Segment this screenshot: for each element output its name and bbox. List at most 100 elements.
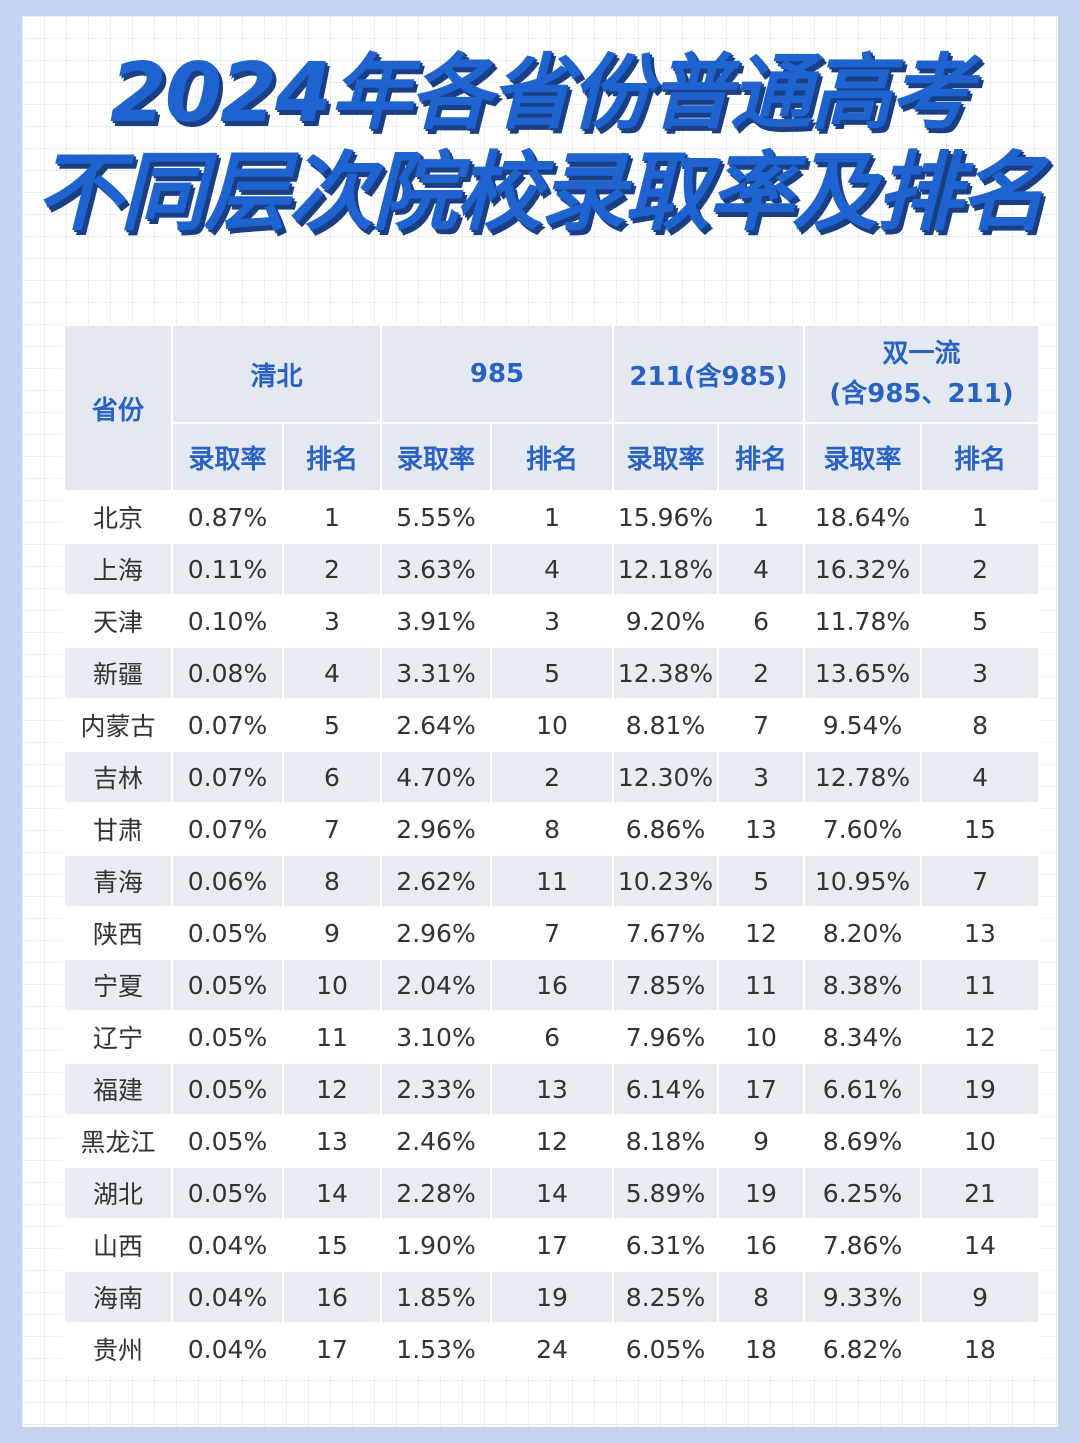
r985-rate-cell: 2.33% bbox=[380, 1062, 493, 1116]
qb-rate-cell: 0.04% bbox=[171, 1270, 284, 1324]
header-985-rank: 排名 bbox=[490, 422, 615, 492]
r985-rate-cell: 1.90% bbox=[380, 1218, 493, 1272]
r985-rank-cell: 11 bbox=[490, 854, 615, 908]
province-cell: 甘肃 bbox=[63, 802, 173, 856]
r985-rate-cell: 3.31% bbox=[380, 646, 493, 700]
r211-rate-cell: 7.96% bbox=[612, 1010, 720, 1064]
table-row: 吉林 0.07% 6 4.70% 2 12.30% 3 12.78% 4 bbox=[63, 750, 1041, 804]
r211-rate-cell: 6.05% bbox=[612, 1322, 720, 1376]
qb-rank-cell: 17 bbox=[281, 1322, 383, 1376]
r211-rank-cell: 13 bbox=[717, 802, 806, 856]
r211-rank-cell: 18 bbox=[717, 1322, 806, 1376]
table-row: 上海 0.11% 2 3.63% 4 12.18% 4 16.32% 2 bbox=[63, 542, 1041, 596]
r211-rank-cell: 2 bbox=[717, 646, 806, 700]
table-row: 湖北 0.05% 14 2.28% 14 5.89% 19 6.25% 21 bbox=[63, 1166, 1041, 1220]
header-985-rate: 录取率 bbox=[380, 422, 493, 492]
syl-rank-cell: 19 bbox=[920, 1062, 1041, 1116]
qb-rate-cell: 0.10% bbox=[171, 594, 284, 648]
syl-rank-cell: 15 bbox=[920, 802, 1041, 856]
r985-rank-cell: 5 bbox=[490, 646, 615, 700]
province-cell: 上海 bbox=[63, 542, 173, 596]
r985-rate-cell: 2.46% bbox=[380, 1114, 493, 1168]
header-211-rate: 录取率 bbox=[612, 422, 720, 492]
syl-rank-cell: 13 bbox=[920, 906, 1041, 960]
syl-rank-cell: 9 bbox=[920, 1270, 1041, 1324]
province-cell: 新疆 bbox=[63, 646, 173, 700]
province-cell: 陕西 bbox=[63, 906, 173, 960]
r985-rank-cell: 13 bbox=[490, 1062, 615, 1116]
table-row: 贵州 0.04% 17 1.53% 24 6.05% 18 6.82% 18 bbox=[63, 1322, 1041, 1376]
r211-rank-cell: 6 bbox=[717, 594, 806, 648]
syl-rate-cell: 8.34% bbox=[803, 1010, 923, 1064]
qb-rate-cell: 0.04% bbox=[171, 1322, 284, 1376]
province-cell: 湖北 bbox=[63, 1166, 173, 1220]
r985-rank-cell: 24 bbox=[490, 1322, 615, 1376]
syl-rank-cell: 18 bbox=[920, 1322, 1041, 1376]
province-cell: 贵州 bbox=[63, 1322, 173, 1376]
qb-rate-cell: 0.07% bbox=[171, 750, 284, 804]
r985-rate-cell: 2.04% bbox=[380, 958, 493, 1012]
r211-rank-cell: 3 bbox=[717, 750, 806, 804]
r211-rate-cell: 12.18% bbox=[612, 542, 720, 596]
table-row: 青海 0.06% 8 2.62% 11 10.23% 5 10.95% 7 bbox=[63, 854, 1041, 908]
province-cell: 天津 bbox=[63, 594, 173, 648]
r985-rate-cell: 2.28% bbox=[380, 1166, 493, 1220]
header-qb-rate: 录取率 bbox=[171, 422, 284, 492]
province-cell: 吉林 bbox=[63, 750, 173, 804]
r985-rank-cell: 17 bbox=[490, 1218, 615, 1272]
page-title-line-2: 不同层次院校录取率及排名 bbox=[35, 142, 1048, 245]
r985-rank-cell: 8 bbox=[490, 802, 615, 856]
syl-rate-cell: 16.32% bbox=[803, 542, 923, 596]
r985-rank-cell: 19 bbox=[490, 1270, 615, 1324]
table-row: 陕西 0.05% 9 2.96% 7 7.67% 12 8.20% 13 bbox=[63, 906, 1041, 960]
header-group-shuangyiliu-title: 双一流 bbox=[882, 339, 961, 369]
r985-rate-cell: 1.85% bbox=[380, 1270, 493, 1324]
syl-rank-cell: 2 bbox=[920, 542, 1041, 596]
syl-rank-cell: 7 bbox=[920, 854, 1041, 908]
table-row: 新疆 0.08% 4 3.31% 5 12.38% 2 13.65% 3 bbox=[63, 646, 1041, 700]
r211-rank-cell: 8 bbox=[717, 1270, 806, 1324]
r211-rank-cell: 19 bbox=[717, 1166, 806, 1220]
syl-rate-cell: 8.69% bbox=[803, 1114, 923, 1168]
r985-rate-cell: 5.55% bbox=[380, 490, 493, 544]
syl-rate-cell: 13.65% bbox=[803, 646, 923, 700]
header-211-rank: 排名 bbox=[717, 422, 806, 492]
province-cell: 辽宁 bbox=[63, 1010, 173, 1064]
qb-rank-cell: 15 bbox=[281, 1218, 383, 1272]
province-cell: 北京 bbox=[63, 490, 173, 544]
syl-rank-cell: 11 bbox=[920, 958, 1041, 1012]
qb-rank-cell: 3 bbox=[281, 594, 383, 648]
page-title-line-1: 2024年各省份普通高考 bbox=[108, 45, 973, 143]
table-row: 甘肃 0.07% 7 2.96% 8 6.86% 13 7.60% 15 bbox=[63, 802, 1041, 856]
qb-rate-cell: 0.04% bbox=[171, 1218, 284, 1272]
table-row: 黑龙江 0.05% 13 2.46% 12 8.18% 9 8.69% 10 bbox=[63, 1114, 1041, 1168]
syl-rank-cell: 4 bbox=[920, 750, 1041, 804]
qb-rate-cell: 0.06% bbox=[171, 854, 284, 908]
syl-rate-cell: 11.78% bbox=[803, 594, 923, 648]
r985-rate-cell: 3.91% bbox=[380, 594, 493, 648]
r985-rate-cell: 2.62% bbox=[380, 854, 493, 908]
syl-rate-cell: 7.60% bbox=[803, 802, 923, 856]
province-cell: 内蒙古 bbox=[63, 698, 173, 752]
r985-rank-cell: 14 bbox=[490, 1166, 615, 1220]
table-row: 福建 0.05% 12 2.33% 13 6.14% 17 6.61% 19 bbox=[63, 1062, 1041, 1116]
table-body: 北京 0.87% 1 5.55% 1 15.96% 1 18.64% 1 上海 0.11% 2 3.63… bbox=[63, 490, 1041, 1376]
qb-rank-cell: 8 bbox=[281, 854, 383, 908]
province-cell: 黑龙江 bbox=[63, 1114, 173, 1168]
qb-rank-cell: 14 bbox=[281, 1166, 383, 1220]
syl-rate-cell: 8.20% bbox=[803, 906, 923, 960]
header-group-211: 211(含985) bbox=[612, 324, 806, 424]
qb-rank-cell: 1 bbox=[281, 490, 383, 544]
qb-rate-cell: 0.11% bbox=[171, 542, 284, 596]
r985-rank-cell: 10 bbox=[490, 698, 615, 752]
header-syl-rank: 排名 bbox=[920, 422, 1041, 492]
qb-rate-cell: 0.87% bbox=[171, 490, 284, 544]
syl-rate-cell: 8.38% bbox=[803, 958, 923, 1012]
qb-rank-cell: 2 bbox=[281, 542, 383, 596]
qb-rank-cell: 7 bbox=[281, 802, 383, 856]
r211-rank-cell: 7 bbox=[717, 698, 806, 752]
r985-rate-cell: 2.96% bbox=[380, 802, 493, 856]
syl-rate-cell: 7.86% bbox=[803, 1218, 923, 1272]
r985-rank-cell: 7 bbox=[490, 906, 615, 960]
qb-rate-cell: 0.05% bbox=[171, 1010, 284, 1064]
